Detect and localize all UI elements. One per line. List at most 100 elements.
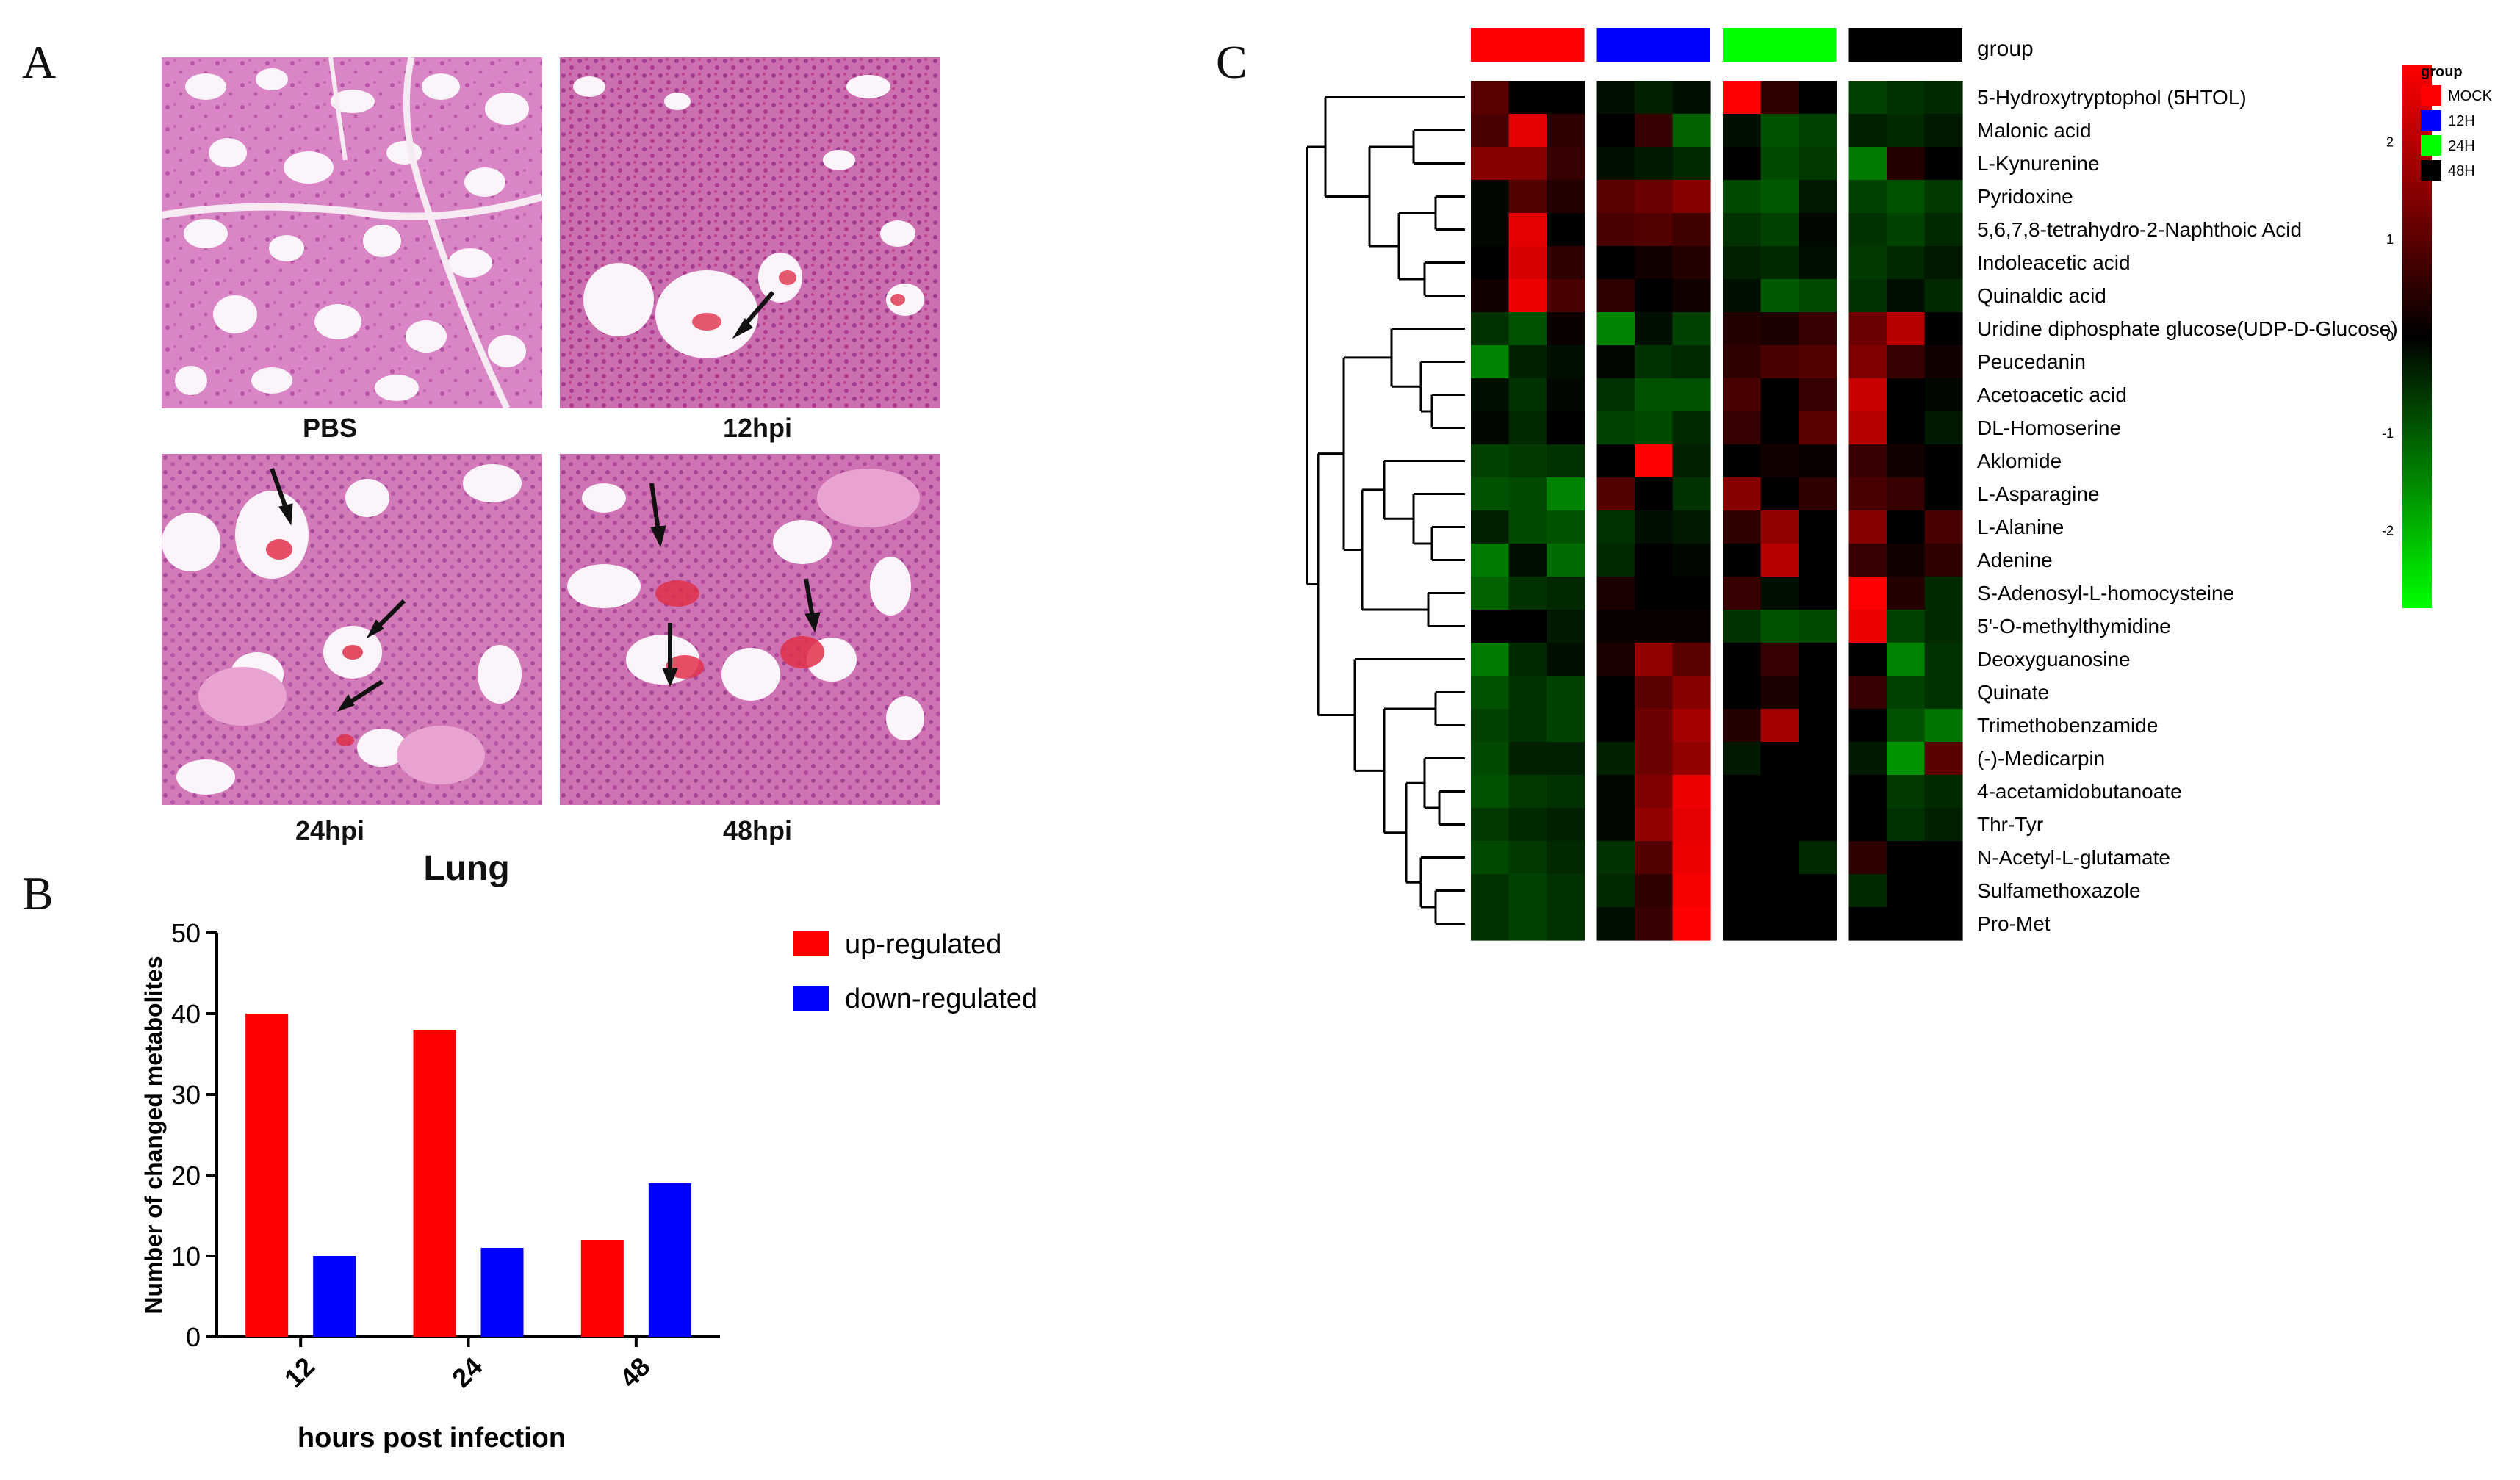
heatmap-cell xyxy=(1508,643,1547,676)
heatmap-cell xyxy=(1508,676,1547,710)
heatmap-cell xyxy=(1508,742,1547,776)
heatmap-cell xyxy=(1672,544,1711,577)
heatmap-cell xyxy=(1596,378,1635,412)
heatmap-cell xyxy=(1887,874,1926,908)
heatmap-cell xyxy=(1547,213,1585,247)
heatmap-cell xyxy=(1723,279,1762,313)
heatmap-cell xyxy=(1848,444,1887,478)
heatmap-cell xyxy=(1508,874,1547,908)
heatmap-cell xyxy=(1547,180,1585,214)
y-tick-label: 0 xyxy=(186,1322,201,1352)
heatmap-row-label: 5,6,7,8-tetrahydro-2-Naphthoic Acid xyxy=(1977,218,2302,241)
histology-caption-12hpi: 12hpi xyxy=(722,413,793,443)
heatmap-cell xyxy=(1635,874,1674,908)
heatmap-cell xyxy=(1596,577,1635,610)
heatmap-cell xyxy=(1799,444,1837,478)
heatmap-cell xyxy=(1471,246,1510,280)
heatmap-cell xyxy=(1471,147,1510,181)
heatmap-cell xyxy=(1547,81,1585,115)
heatmap-cell xyxy=(1508,577,1547,610)
heatmap-cell xyxy=(1723,874,1762,908)
heatmap-cell xyxy=(1760,477,1799,511)
heatmap-row-label: Peucedanin xyxy=(1977,350,2086,373)
heatmap-cell xyxy=(1723,81,1762,115)
heatmap-cell xyxy=(1848,775,1887,809)
heatmap-cell xyxy=(1672,147,1711,181)
heatmap-cell xyxy=(1924,510,1963,544)
heatmap-cell xyxy=(1508,411,1547,445)
heatmap-cell xyxy=(1799,676,1837,710)
heatmap-cell xyxy=(1508,81,1547,115)
heatmap-cell xyxy=(1924,147,1963,181)
heatmap-cell xyxy=(1848,874,1887,908)
heatmap-cell xyxy=(1635,312,1674,346)
heatmap-cell xyxy=(1887,610,1926,643)
group-legend-label-MOCK: MOCK xyxy=(2448,88,2493,104)
heatmap-cell xyxy=(1799,345,1837,379)
heatmap-cell xyxy=(1799,544,1837,577)
panel-label-a: A xyxy=(22,36,57,88)
heatmap-cell xyxy=(1887,808,1926,842)
heatmap-cell xyxy=(1547,676,1585,710)
heatmap-cell xyxy=(1887,411,1926,445)
heatmap-cell xyxy=(1596,246,1635,280)
legend-swatch-up-regulated xyxy=(793,931,829,956)
heatmap-cell xyxy=(1471,874,1510,908)
heatmap-cell xyxy=(1924,444,1963,478)
heatmap-cell xyxy=(1635,213,1674,247)
heatmap-cell xyxy=(1672,114,1711,148)
heatmap-row-label: 5'-O-methylthymidine xyxy=(1977,615,2171,638)
heatmap-cell xyxy=(1547,775,1585,809)
histology-caption-48hpi: 48hpi xyxy=(722,815,793,845)
heatmap-cell xyxy=(1887,114,1926,148)
heatmap-cell xyxy=(1635,444,1674,478)
heatmap-cell xyxy=(1596,874,1635,908)
heatmap-row-label: Uridine diphosphate glucose(UDP-D-Glucos… xyxy=(1977,317,2398,340)
organ-label: Lung xyxy=(423,849,510,888)
group-bar-MOCK xyxy=(1471,28,1585,62)
heatmap-row-label: Malonic acid xyxy=(1977,119,2092,142)
group-title: group xyxy=(1977,37,2034,61)
heatmap-cell xyxy=(1924,246,1963,280)
heatmap-cell xyxy=(1471,213,1510,247)
heatmap-cell xyxy=(1547,279,1585,313)
group-legend-label-24H: 24H xyxy=(2448,138,2475,154)
heatmap-cell xyxy=(1799,147,1837,181)
heatmap-cell xyxy=(1547,147,1585,181)
heatmap-cell xyxy=(1848,213,1887,247)
heatmap-cell xyxy=(1547,444,1585,478)
y-tick-label: 20 xyxy=(171,1160,201,1191)
group-legend-title: group xyxy=(2421,64,2463,80)
heatmap-cell xyxy=(1848,544,1887,577)
heatmap-cell xyxy=(1760,742,1799,776)
heatmap-cell xyxy=(1848,378,1887,412)
heatmap-cell xyxy=(1547,577,1585,610)
heatmap-cell xyxy=(1547,610,1585,643)
heatmap: group 5-Hydroxytryptophol (5HTOL) Malonic… xyxy=(1306,28,2493,941)
y-tick-label: 10 xyxy=(171,1241,201,1271)
heatmap-cell xyxy=(1508,808,1547,842)
colorbar-tick-label: 0 xyxy=(2386,329,2394,344)
heatmap-cell xyxy=(1471,477,1510,511)
heatmap-cell xyxy=(1848,742,1887,776)
x-tick-label: 48 xyxy=(613,1351,655,1393)
heatmap-cell xyxy=(1547,808,1585,842)
heatmap-cell xyxy=(1672,444,1711,478)
heatmap-cell xyxy=(1508,213,1547,247)
heatmap-cell xyxy=(1887,643,1926,676)
heatmap-cell xyxy=(1760,246,1799,280)
heatmap-cell xyxy=(1635,510,1674,544)
heatmap-cell xyxy=(1760,544,1799,577)
heatmap-cell xyxy=(1596,610,1635,643)
heatmap-cell xyxy=(1924,577,1963,610)
panel-label-b: B xyxy=(22,867,54,920)
heatmap-cell xyxy=(1672,180,1711,214)
heatmap-cell xyxy=(1924,874,1963,908)
heatmap-cell xyxy=(1723,147,1762,181)
heatmap-cell xyxy=(1508,147,1547,181)
heatmap-cell xyxy=(1848,279,1887,313)
colorbar-tick-label: -1 xyxy=(2382,426,2394,441)
heatmap-cell xyxy=(1508,477,1547,511)
heatmap-cell xyxy=(1887,246,1926,280)
heatmap-cell xyxy=(1596,742,1635,776)
